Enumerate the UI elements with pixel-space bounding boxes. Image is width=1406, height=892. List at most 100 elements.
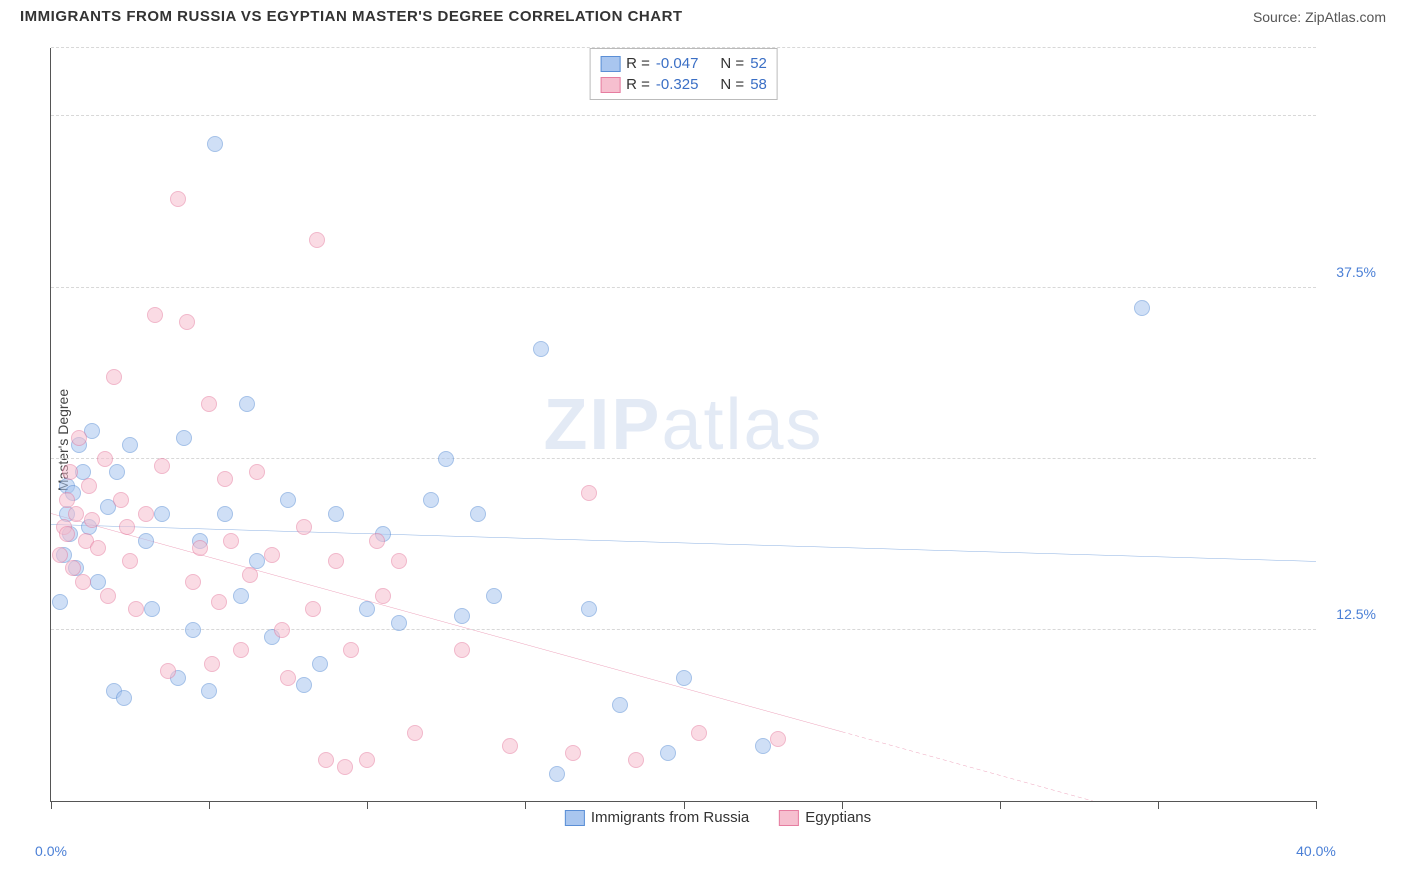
- title-bar: IMMIGRANTS FROM RUSSIA VS EGYPTIAN MASTE…: [0, 0, 1406, 29]
- scatter-point-egypt: [97, 451, 113, 467]
- scatter-point-egypt: [309, 232, 325, 248]
- scatter-point-egypt: [170, 191, 186, 207]
- scatter-point-egypt: [280, 670, 296, 686]
- source-attribution: Source: ZipAtlas.com: [1253, 9, 1386, 25]
- scatter-point-egypt: [106, 369, 122, 385]
- watermark: ZIPatlas: [543, 384, 823, 466]
- legend-label: Egyptians: [805, 809, 871, 826]
- scatter-point-egypt: [138, 506, 154, 522]
- scatter-point-russia: [1134, 300, 1150, 316]
- legend-item-egypt: Egyptians: [779, 809, 871, 826]
- scatter-point-russia: [233, 588, 249, 604]
- scatter-point-russia: [185, 622, 201, 638]
- scatter-point-egypt: [100, 588, 116, 604]
- scatter-point-russia: [549, 766, 565, 782]
- scatter-point-russia: [201, 683, 217, 699]
- gridline-h: [51, 629, 1316, 630]
- x-tick: [842, 801, 843, 809]
- gridline-h: [51, 458, 1316, 459]
- scatter-point-russia: [581, 601, 597, 617]
- trend-lines: [51, 48, 1316, 801]
- scatter-point-russia: [138, 533, 154, 549]
- scatter-point-egypt: [770, 731, 786, 747]
- scatter-point-egypt: [242, 567, 258, 583]
- scatter-point-egypt: [119, 519, 135, 535]
- x-tick: [209, 801, 210, 809]
- scatter-point-egypt: [217, 471, 233, 487]
- scatter-point-russia: [676, 670, 692, 686]
- scatter-point-egypt: [59, 526, 75, 542]
- scatter-point-russia: [359, 601, 375, 617]
- scatter-point-russia: [52, 594, 68, 610]
- scatter-point-russia: [438, 451, 454, 467]
- scatter-point-egypt: [454, 642, 470, 658]
- scatter-point-egypt: [84, 512, 100, 528]
- x-tick: [525, 801, 526, 809]
- scatter-point-egypt: [328, 553, 344, 569]
- scatter-point-russia: [154, 506, 170, 522]
- scatter-point-russia: [454, 608, 470, 624]
- scatter-point-egypt: [274, 622, 290, 638]
- scatter-point-egypt: [201, 396, 217, 412]
- scatter-point-russia: [239, 396, 255, 412]
- scatter-point-egypt: [75, 574, 91, 590]
- scatter-point-russia: [122, 437, 138, 453]
- scatter-point-egypt: [223, 533, 239, 549]
- scatter-point-egypt: [369, 533, 385, 549]
- legend-swatch: [600, 77, 620, 93]
- scatter-point-egypt: [154, 458, 170, 474]
- scatter-point-egypt: [147, 307, 163, 323]
- scatter-point-egypt: [128, 601, 144, 617]
- legend-label: Immigrants from Russia: [591, 809, 749, 826]
- scatter-point-russia: [109, 464, 125, 480]
- x-tick: [51, 801, 52, 809]
- scatter-point-russia: [280, 492, 296, 508]
- scatter-point-egypt: [185, 574, 201, 590]
- scatter-point-egypt: [68, 506, 84, 522]
- gridline-h: [51, 287, 1316, 288]
- legend-series: Immigrants from Russia Egyptians: [565, 809, 871, 826]
- scatter-point-russia: [423, 492, 439, 508]
- scatter-point-egypt: [502, 738, 518, 754]
- x-tick: [684, 801, 685, 809]
- scatter-point-egypt: [565, 745, 581, 761]
- x-tick: [1316, 801, 1317, 809]
- scatter-point-russia: [207, 136, 223, 152]
- scatter-point-egypt: [343, 642, 359, 658]
- legend-correlation-row-egypt: R =-0.325N =58: [600, 74, 767, 95]
- x-tick: [1000, 801, 1001, 809]
- scatter-point-egypt: [179, 314, 195, 330]
- y-tick-label: 37.5%: [1336, 264, 1376, 280]
- scatter-point-russia: [391, 615, 407, 631]
- scatter-point-russia: [116, 690, 132, 706]
- legend-swatch: [565, 810, 585, 826]
- scatter-point-egypt: [305, 601, 321, 617]
- trend-line-egypt: [51, 513, 842, 731]
- trend-line-russia: [51, 524, 1316, 561]
- scatter-point-egypt: [296, 519, 312, 535]
- legend-swatch: [600, 56, 620, 72]
- plot-area: ZIPatlas R =-0.047N =52R =-0.325N =58 12…: [50, 48, 1316, 802]
- x-tick-label: 40.0%: [1296, 843, 1336, 859]
- y-tick-label: 12.5%: [1336, 606, 1376, 622]
- scatter-point-egypt: [375, 588, 391, 604]
- scatter-point-egypt: [62, 464, 78, 480]
- scatter-point-egypt: [192, 540, 208, 556]
- scatter-point-egypt: [113, 492, 129, 508]
- scatter-point-egypt: [52, 547, 68, 563]
- x-tick: [1158, 801, 1159, 809]
- scatter-point-egypt: [581, 485, 597, 501]
- scatter-point-russia: [144, 601, 160, 617]
- scatter-point-russia: [176, 430, 192, 446]
- scatter-point-egypt: [211, 594, 227, 610]
- scatter-point-egypt: [628, 752, 644, 768]
- x-tick: [367, 801, 368, 809]
- scatter-point-egypt: [359, 752, 375, 768]
- chart-title: IMMIGRANTS FROM RUSSIA VS EGYPTIAN MASTE…: [20, 8, 683, 25]
- scatter-point-russia: [296, 677, 312, 693]
- scatter-point-russia: [533, 341, 549, 357]
- scatter-point-russia: [755, 738, 771, 754]
- scatter-point-egypt: [233, 642, 249, 658]
- scatter-point-egypt: [81, 478, 97, 494]
- scatter-point-egypt: [249, 464, 265, 480]
